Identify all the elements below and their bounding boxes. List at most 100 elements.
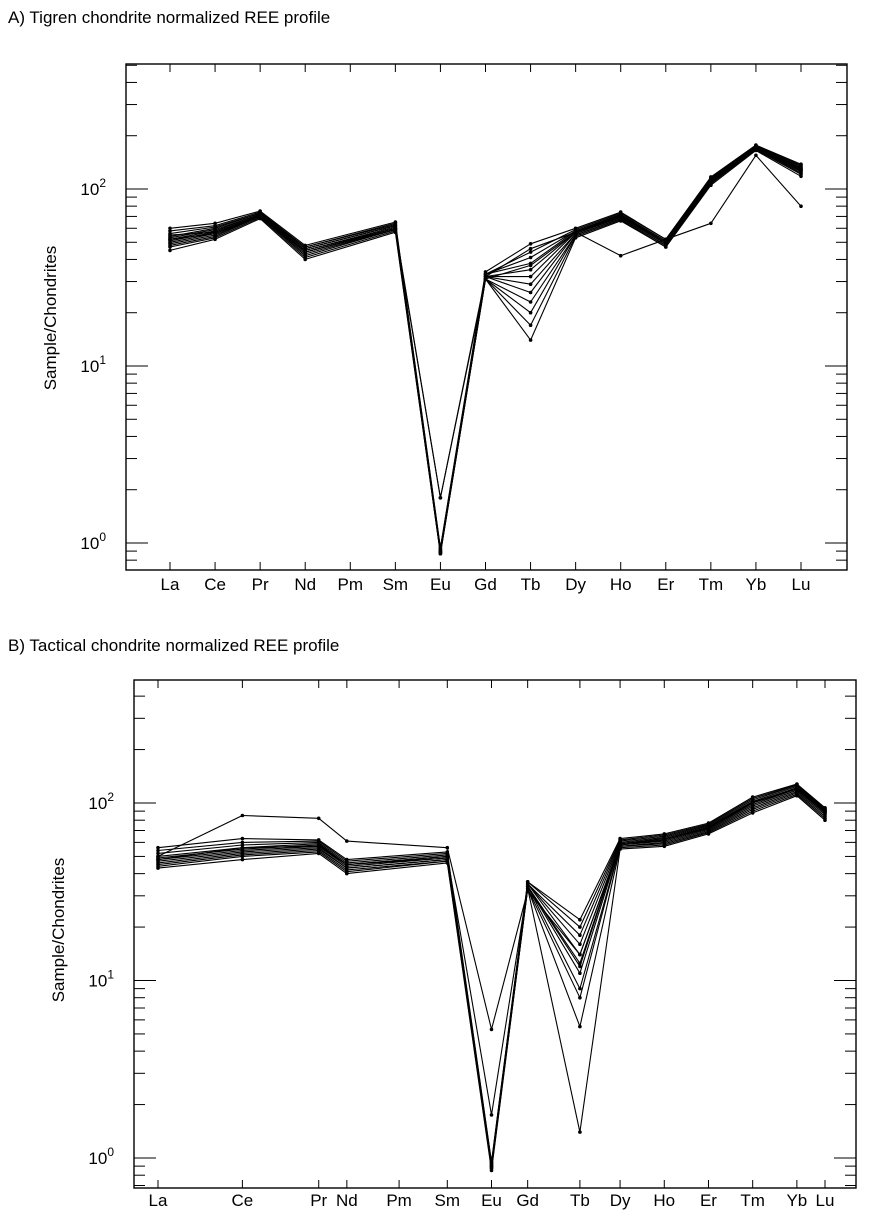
y-tick-label-0: 100	[88, 1145, 114, 1168]
series-line-a-14	[169, 154, 802, 499]
data-point-b-13-nd	[345, 862, 349, 867]
data-point-b-11-yb	[795, 782, 799, 786]
series-b-5	[156, 788, 827, 1168]
data-point-b-13-dy	[618, 841, 622, 846]
data-point-a-4-tb	[528, 300, 533, 304]
data-point-b-10-ce	[240, 840, 245, 845]
x-tick-label-er: Er	[657, 575, 674, 594]
data-point-a-12-nd	[303, 243, 308, 248]
y-tick-label-2: 102	[80, 176, 106, 199]
y-ticks-b	[134, 695, 856, 1186]
series-line-b-4	[157, 791, 826, 1168]
data-point-a-14-tb	[528, 263, 533, 268]
data-point-b-12-nd	[345, 839, 349, 843]
chart-a: La Ce Pr Nd Pm Sm Eu Gd Tb Dy Ho Er Tm Yb Lu 100 101 102 S…	[41, 63, 848, 594]
data-point-a-14-tm	[709, 221, 713, 226]
data-point-a-10-tb	[528, 255, 533, 260]
data-point-a-13-yb	[754, 146, 758, 150]
data-point-a-12-ce	[213, 221, 217, 226]
y-ticks-a	[126, 64, 847, 561]
y-tick-label-1: 101	[88, 968, 114, 991]
y-tick-label-0: 100	[80, 530, 106, 553]
data-point-a-12-dy	[573, 226, 578, 231]
data-point-a-8-tb	[528, 267, 533, 272]
data-point-b-11-tm	[750, 795, 755, 799]
data-point-b-11-la	[156, 845, 160, 850]
series-line-b-6	[157, 788, 826, 1167]
data-point-a-3-tb	[528, 310, 533, 315]
data-point-a-12-gd	[483, 270, 488, 274]
y-tick-label-1: 101	[80, 353, 106, 376]
series-b-11	[156, 782, 827, 1164]
data-point-b-2-tb	[578, 1024, 582, 1029]
data-point-b-11-ce	[240, 836, 245, 841]
data-point-b-13-tm	[750, 800, 755, 804]
x-tick-label-tb: Tb	[521, 575, 541, 594]
data-point-b-12-sm	[445, 845, 450, 850]
x-tick-label-dy: Dy	[610, 1191, 631, 1210]
x-tick-label-lu: Lu	[816, 1191, 835, 1210]
x-ticks-b	[157, 680, 826, 1188]
x-tick-label-ce: Ce	[232, 1191, 254, 1210]
data-point-b-9-ce	[240, 843, 245, 847]
x-tick-label-la: La	[161, 575, 180, 594]
x-tick-label-sm: Sm	[383, 575, 409, 594]
data-point-b-13-yb	[795, 786, 799, 791]
data-point-a-1-la	[168, 248, 172, 253]
data-point-a-12-lu	[799, 162, 803, 166]
data-point-b-11-tb	[578, 917, 582, 922]
data-point-a-12-la	[168, 226, 172, 231]
data-point-b-13-sm	[445, 854, 450, 859]
x-tick-label-tm: Tm	[740, 1191, 765, 1210]
data-point-a-13-tb	[528, 246, 533, 251]
x-tick-label-la: La	[149, 1191, 168, 1210]
data-point-a-14-er	[664, 237, 668, 242]
data-point-b-12-eu	[489, 1027, 494, 1032]
data-point-b-4-tb	[578, 986, 582, 991]
series-a-14	[168, 153, 803, 500]
data-point-a-11-la	[168, 229, 172, 233]
data-point-b-11-eu	[489, 1160, 494, 1164]
data-point-a-13-tm	[709, 179, 713, 184]
x-tick-label-nd: Nd	[294, 575, 316, 594]
x-tick-label-gd: Gd	[474, 575, 497, 594]
data-point-b-11-lu	[823, 806, 827, 810]
plot-frame-a	[125, 63, 848, 571]
data-point-a-5-tb	[528, 290, 533, 295]
data-point-a-12-eu	[438, 546, 443, 550]
y-axis-label-b: Sample/Chondrites	[49, 858, 68, 1003]
data-point-b-11-pr	[316, 838, 321, 842]
data-point-a-14-ho	[618, 253, 623, 258]
x-tick-label-dy: Dy	[565, 575, 586, 594]
data-point-b-1-ce	[240, 857, 245, 862]
x-tick-label-pm: Pm	[386, 1191, 412, 1210]
series-line-b-5	[157, 789, 826, 1167]
series-line-b-10	[157, 784, 826, 1164]
series-line-b-2	[157, 793, 826, 1170]
data-point-b-11-dy	[618, 836, 622, 841]
x-tick-label-tm: Tm	[699, 575, 724, 594]
data-point-b-13-pr	[316, 844, 321, 849]
series-line-b-8	[157, 785, 826, 1165]
data-point-a-11-tb	[528, 250, 533, 254]
data-point-b-12-ce	[240, 813, 245, 818]
x-tick-label-pm: Pm	[338, 575, 364, 594]
series-b-10	[156, 782, 827, 1165]
x-tick-label-er: Er	[700, 1191, 717, 1210]
data-point-b-11-ho	[662, 832, 667, 836]
data-point-b-10-la	[156, 848, 160, 853]
x-tick-label-eu: Eu	[430, 575, 451, 594]
series-b-9	[156, 783, 827, 1166]
data-point-a-14-dy	[573, 230, 578, 234]
data-point-a-12-tb	[528, 242, 533, 246]
data-point-b-11-er	[706, 821, 711, 825]
x-tick-label-sm: Sm	[435, 1191, 461, 1210]
series-line-b-3	[157, 792, 826, 1169]
data-point-b-13-la	[156, 857, 160, 862]
data-point-a-12-tm	[709, 175, 713, 179]
x-tick-label-gd: Gd	[516, 1191, 539, 1210]
data-point-a-13-lu	[799, 168, 803, 172]
data-point-b-13-er	[706, 825, 711, 830]
x-ticks-a	[169, 64, 802, 570]
